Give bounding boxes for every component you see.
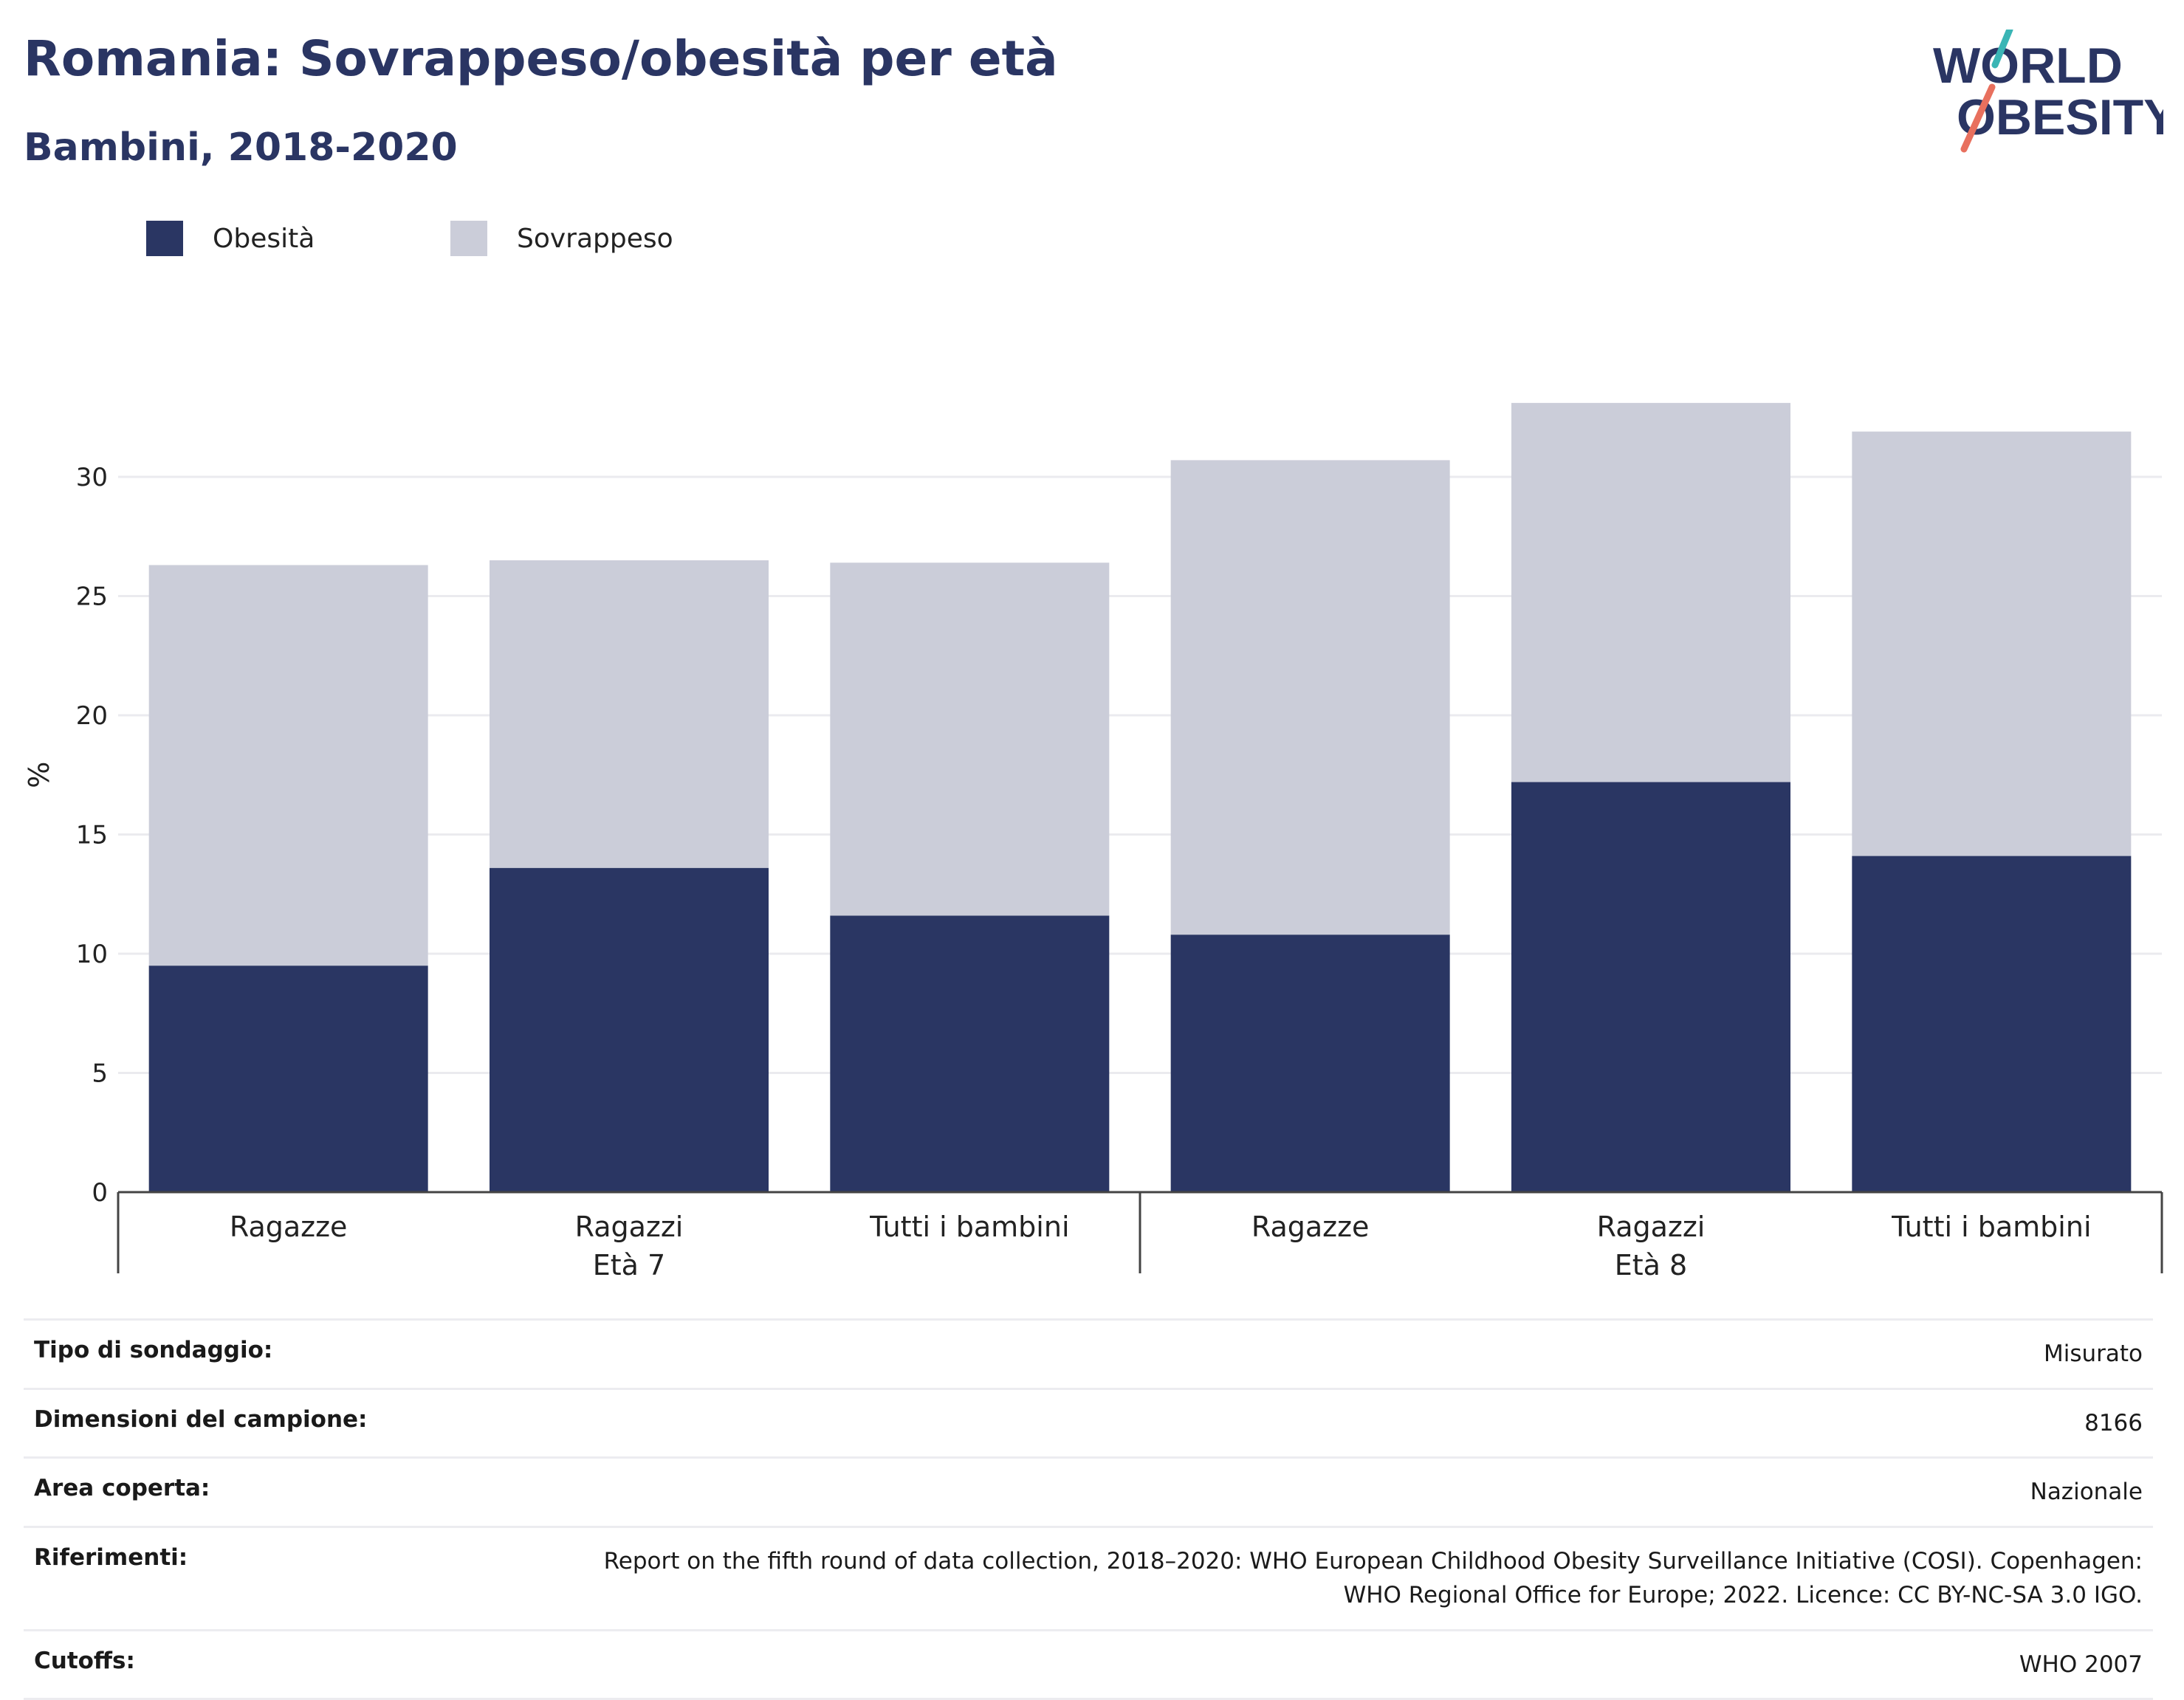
y-axis-label: % [23, 762, 55, 788]
y-tick-label: 10 [76, 940, 108, 969]
x-group-label: Età 8 [1615, 1249, 1687, 1281]
y-tick-label: 5 [92, 1059, 108, 1089]
info-value: 8166 [561, 1387, 2153, 1458]
info-table: Tipo di sondaggio: Misurato Dimensioni del… [24, 1318, 2153, 1700]
logo-slash-teal [1991, 30, 2013, 69]
bar-obesity [1852, 856, 2132, 1192]
y-tick-label: 25 [76, 582, 108, 612]
x-category-label: Tutti i bambini [869, 1211, 1069, 1243]
bar-obesity [830, 915, 1110, 1192]
legend-item-obesity[interactable]: Obesità [146, 218, 315, 258]
y-tick-label: 15 [76, 821, 108, 850]
x-category-label: Tutti i bambini [1891, 1211, 2091, 1243]
info-key: Dimensioni del campione: [24, 1387, 561, 1458]
x-category-label: Ragazzi [575, 1211, 684, 1243]
x-category-label: Ragazzi [1597, 1211, 1706, 1243]
info-value: Report on the fifth round of data collec… [561, 1525, 2153, 1630]
info-key: Area coperta: [24, 1456, 561, 1527]
bar-overweight [148, 565, 428, 966]
info-row: Riferimenti: Report on the fifth round of… [24, 1525, 2153, 1630]
info-key: Tipo di sondaggio: [24, 1318, 561, 1388]
info-row: Tipo di sondaggio: Misurato [24, 1318, 2153, 1388]
legend-item-overweight[interactable]: Sovrappeso [450, 218, 673, 258]
world-obesity-logo: WORLD OBESITY [1933, 30, 2163, 153]
info-key: Riferimenti: [24, 1525, 561, 1630]
logo-slash-coral [1960, 83, 1996, 153]
bar-overweight [1170, 460, 1450, 935]
bar-obesity [1170, 935, 1450, 1192]
info-row: Cutoffs: WHO 2007 [24, 1628, 2153, 1700]
info-value: Nazionale [561, 1456, 2153, 1527]
y-tick-label: 20 [76, 701, 108, 731]
info-row: Area coperta: Nazionale [24, 1456, 2153, 1527]
info-value: WHO 2007 [561, 1628, 2153, 1700]
bar-obesity [490, 867, 769, 1192]
x-category-label: Ragazze [230, 1211, 348, 1243]
bar-obesity [1511, 782, 1790, 1192]
logo-text-obesity: OBESITY [1957, 89, 2163, 145]
legend-swatch-overweight [450, 221, 487, 256]
y-tick-label: 0 [92, 1178, 108, 1208]
bar-overweight [1852, 431, 2132, 856]
chart-subtitle: Bambini, 2018-2020 [24, 125, 458, 170]
x-category-label: Ragazze [1251, 1211, 1370, 1243]
info-row: Dimensioni del campione: 8166 [24, 1387, 2153, 1458]
info-value: Misurato [561, 1318, 2153, 1388]
legend-label-overweight: Sovrappeso [517, 223, 673, 254]
stacked-bar-chart: 0 5 10 15 20 25 30% Ragazze Ragazzi Tutti i bambi… [23, 402, 2163, 1281]
legend-swatch-obesity [146, 221, 183, 256]
info-key: Cutoffs: [24, 1628, 561, 1700]
legend-label-obesity: Obesità [213, 223, 315, 254]
x-group-label: Età 7 [593, 1249, 665, 1281]
bar-overweight [1511, 402, 1790, 782]
bar-obesity [148, 966, 428, 1192]
bar-overweight [490, 560, 769, 868]
chart-title: Romania: Sovrappeso/obesità per età [24, 30, 1058, 87]
bar-overweight [830, 562, 1110, 916]
logo-text-world: WORLD [1933, 38, 2123, 94]
y-tick-label: 30 [76, 463, 108, 492]
